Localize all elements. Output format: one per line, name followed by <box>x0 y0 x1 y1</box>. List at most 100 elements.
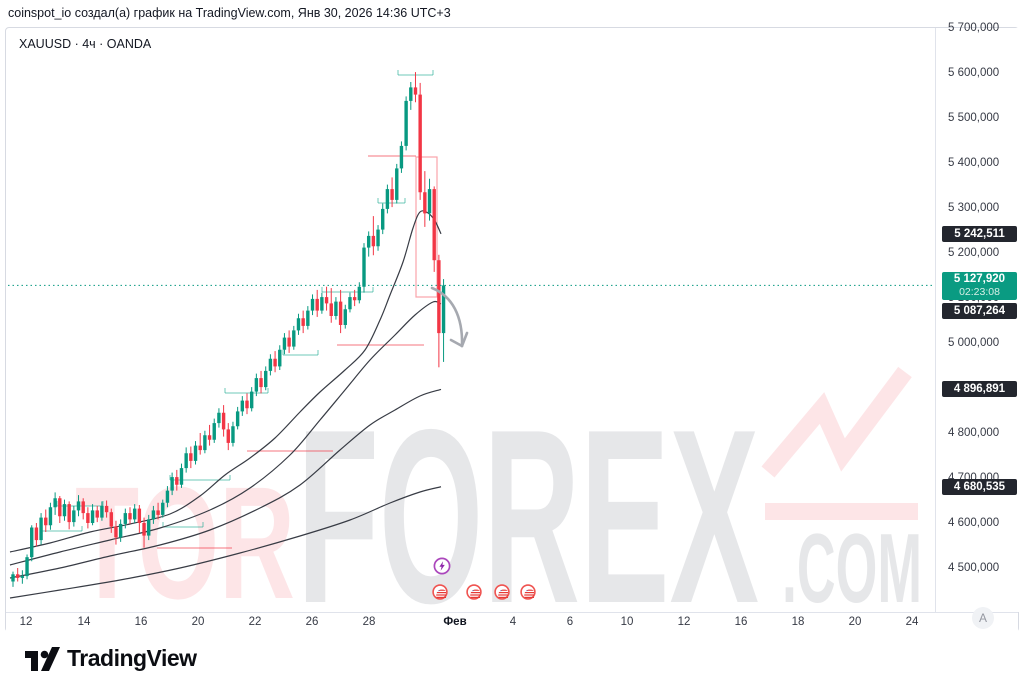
candle <box>34 527 39 541</box>
candle <box>362 247 366 287</box>
candle <box>161 502 165 515</box>
indicator-value-badge: 4 896,891 <box>942 381 1017 397</box>
ma-slowest-line <box>9 486 442 599</box>
candle <box>268 358 273 371</box>
candle <box>62 504 67 517</box>
chart-widget: TOR FOREX .COM XAUUSD · 4ч · OANDA 5 700,0… <box>5 22 1019 632</box>
time-tick-label: 6 <box>566 616 574 628</box>
candle <box>282 337 287 350</box>
candle <box>395 168 399 200</box>
candle <box>170 477 174 491</box>
candle <box>207 435 212 440</box>
candle <box>39 517 43 541</box>
candle <box>212 423 216 440</box>
auto-scale-button[interactable]: A <box>972 607 994 629</box>
watermark: TOR FOREX .COM <box>75 366 922 613</box>
candle <box>25 557 29 577</box>
event-marker-us-flag[interactable] <box>494 584 510 605</box>
candle <box>86 513 90 523</box>
tradingview-logo[interactable]: TradingView <box>24 645 197 672</box>
price-tick-label: 5 300,000 <box>948 202 1000 214</box>
current-price-badge: 5 127,920 02:23:08 <box>942 272 1017 300</box>
candle <box>184 453 188 469</box>
candle <box>413 87 418 95</box>
price-tick-label: 5 400,000 <box>948 157 1000 169</box>
candle <box>348 297 352 310</box>
us-flag-icon <box>466 584 482 600</box>
candle <box>156 510 160 515</box>
candle <box>128 513 132 520</box>
event-marker-us-flag[interactable] <box>520 584 536 605</box>
time-tick-label: 14 <box>77 616 91 628</box>
candle <box>221 412 226 430</box>
time-tick-label: 4 <box>509 616 517 628</box>
candle <box>296 318 301 331</box>
candle <box>235 411 240 427</box>
svg-text:.COM: .COM <box>782 513 922 613</box>
svg-text:TOR: TOR <box>75 453 295 613</box>
candle <box>165 490 170 503</box>
candle <box>390 189 394 200</box>
time-tick-label: 18 <box>791 616 805 628</box>
tradingview-wordmark: TradingView <box>67 645 197 671</box>
event-marker-lightning[interactable] <box>433 557 451 580</box>
price-axis[interactable]: 5 700,000 5 600,000 5 500,000 5 400,000 5 30… <box>935 22 1019 612</box>
indicator-value-badge: 5 242,511 <box>942 226 1017 242</box>
candle <box>109 512 113 527</box>
footer: TradingView <box>0 636 1024 686</box>
candle <box>95 510 99 518</box>
price-tick-label: 4 600,000 <box>948 517 1000 529</box>
candle <box>67 504 71 523</box>
moving-averages <box>9 210 442 599</box>
candle <box>90 510 95 523</box>
candle <box>249 391 254 409</box>
candle <box>147 519 151 536</box>
ma-slow-line <box>9 388 442 579</box>
event-marker-us-flag[interactable] <box>432 584 448 605</box>
candle <box>371 235 376 247</box>
candle <box>352 297 357 301</box>
candle <box>20 576 25 578</box>
candle <box>254 378 259 392</box>
ma-fast-line <box>9 210 442 553</box>
time-axis[interactable]: 12 14 16 20 22 26 28 Фев 4 6 10 12 16 18 20 24 <box>6 612 1018 632</box>
down-arrow-annotation <box>430 286 464 348</box>
us-flag-icon <box>494 584 510 600</box>
candle <box>306 310 310 326</box>
candle <box>264 370 268 388</box>
candle <box>399 145 404 169</box>
event-marker-us-flag[interactable] <box>466 584 482 605</box>
candle <box>320 297 324 311</box>
candle <box>226 429 230 443</box>
candle <box>338 301 343 325</box>
time-tick-label: 24 <box>905 616 919 628</box>
time-tick-label: 28 <box>362 616 376 628</box>
candle <box>53 498 57 508</box>
candle <box>329 303 333 316</box>
us-flag-icon <box>432 584 448 600</box>
candle <box>193 445 198 461</box>
pink-rect-annotation <box>415 156 438 298</box>
candle <box>432 189 436 261</box>
candle <box>104 505 109 513</box>
candle <box>132 508 137 520</box>
chart-canvas[interactable]: TOR FOREX .COM <box>6 28 936 613</box>
candle <box>437 260 441 334</box>
candle <box>324 297 329 304</box>
bar-countdown: 02:23:08 <box>959 286 1000 298</box>
candle <box>44 517 48 526</box>
symbol-legend[interactable]: XAUUSD · 4ч · OANDA <box>19 37 152 51</box>
lightning-icon <box>433 557 451 575</box>
candle <box>118 523 123 538</box>
candle <box>203 435 207 451</box>
candle <box>217 412 221 424</box>
candle <box>381 208 385 230</box>
candle <box>76 501 81 511</box>
candle <box>30 527 34 558</box>
current-price-value: 5 127,920 <box>953 273 1006 285</box>
candle <box>11 574 15 582</box>
candle <box>189 453 193 461</box>
candle <box>15 574 20 578</box>
candle <box>376 229 380 247</box>
